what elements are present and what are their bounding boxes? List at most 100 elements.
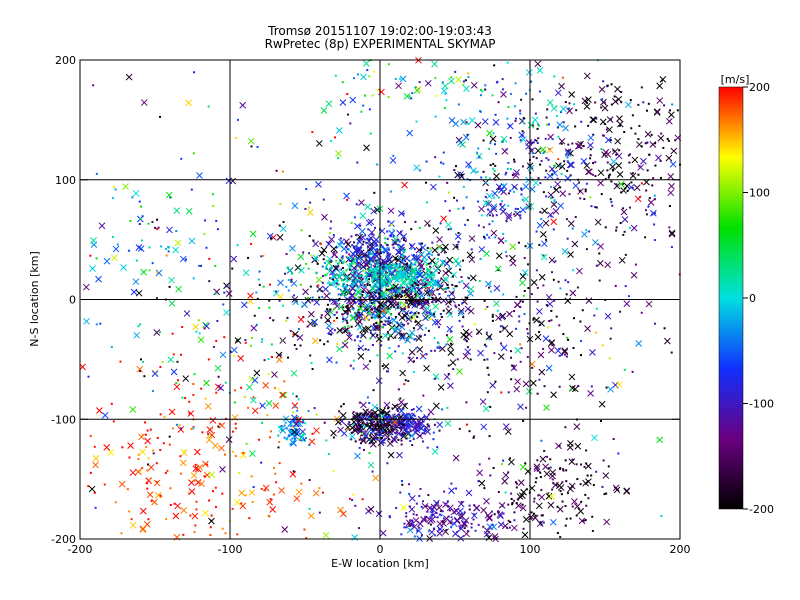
data-point-dot	[408, 264, 411, 267]
data-point-x	[447, 343, 454, 350]
data-point-dot	[400, 288, 403, 291]
data-point-dot	[399, 301, 402, 304]
data-point-dot	[539, 471, 542, 474]
data-point-x	[272, 402, 280, 409]
data-point-dot	[258, 283, 261, 286]
data-point-dot	[396, 268, 399, 271]
data-point-dot	[416, 529, 419, 532]
data-point-x	[349, 250, 357, 258]
data-point-dot	[409, 282, 412, 285]
data-point-dot	[437, 342, 440, 345]
data-point-dot	[421, 302, 424, 305]
data-point-dot	[357, 420, 360, 423]
data-point-dot	[353, 417, 356, 420]
data-point-dot	[590, 474, 593, 477]
data-point-dot	[383, 431, 386, 434]
data-point-x	[447, 382, 454, 390]
data-point-dot	[403, 383, 406, 386]
data-point-x	[634, 195, 642, 203]
data-point-x	[466, 251, 474, 259]
data-point-dot	[316, 262, 319, 265]
data-point-dot	[426, 423, 429, 426]
data-point-dot	[536, 459, 539, 462]
data-point-dot	[383, 319, 386, 322]
data-point-dot	[418, 494, 421, 497]
data-point-dot	[437, 285, 440, 288]
data-point-dot	[449, 300, 452, 303]
data-point-dot	[515, 481, 518, 484]
data-point-dot	[457, 103, 460, 106]
data-point-x	[279, 391, 286, 399]
data-point-dot	[287, 434, 290, 437]
data-point-dot	[408, 95, 411, 98]
data-point-dot	[590, 205, 593, 208]
data-point-dot	[400, 308, 403, 311]
data-point-dot	[594, 175, 597, 178]
data-point-dot	[267, 514, 270, 517]
data-point-dot	[472, 518, 475, 521]
data-point-x	[237, 354, 245, 362]
data-point-x	[445, 221, 452, 229]
data-point-dot	[401, 323, 404, 326]
data-point-x	[517, 403, 524, 411]
data-point-x	[331, 251, 339, 259]
data-point-dot	[404, 424, 407, 427]
data-point-dot	[434, 284, 437, 287]
data-point-dot	[353, 241, 356, 244]
data-point-dot	[350, 221, 353, 224]
data-point-dot	[430, 271, 433, 274]
data-point-dot	[324, 274, 327, 277]
data-point-dot	[442, 260, 445, 263]
data-point-x	[247, 137, 255, 145]
data-point-dot	[600, 420, 603, 423]
data-point-dot	[403, 526, 406, 529]
data-point-dot	[536, 392, 539, 395]
data-point-x	[443, 260, 451, 267]
data-point-dot	[609, 337, 612, 340]
data-point-dot	[180, 427, 183, 430]
data-point-dot	[644, 236, 647, 239]
data-point-x	[419, 302, 426, 310]
data-point-dot	[244, 494, 247, 497]
data-point-x	[493, 300, 500, 307]
data-point-dot	[380, 252, 383, 255]
data-point-dot	[585, 248, 588, 251]
data-point-dot	[476, 170, 479, 173]
data-point-dot	[148, 478, 151, 481]
data-point-dot	[345, 305, 348, 308]
data-point-dot	[203, 475, 206, 478]
data-point-dot	[366, 69, 369, 72]
data-point-dot	[352, 359, 355, 362]
data-point-dot	[640, 311, 643, 314]
data-point-dot	[414, 337, 417, 340]
data-point-dot	[484, 308, 487, 311]
data-point-dot	[526, 263, 529, 266]
data-point-dot	[387, 338, 390, 341]
data-point-dot	[406, 422, 409, 425]
data-point-dot	[458, 281, 461, 284]
data-point-dot	[640, 182, 643, 185]
data-point-x	[262, 484, 270, 492]
data-point-x	[500, 135, 508, 143]
data-point-dot	[537, 494, 540, 497]
data-point-dot	[565, 517, 568, 520]
data-point-x	[312, 489, 320, 497]
data-point-dot	[152, 452, 155, 455]
data-point-x	[167, 356, 175, 363]
data-point-x	[429, 310, 437, 318]
data-point-dot	[376, 163, 379, 166]
data-point-dot	[261, 338, 264, 341]
data-point-x	[522, 195, 530, 203]
data-point-x	[468, 235, 476, 242]
data-point-dot	[305, 537, 308, 540]
data-point-dot	[394, 77, 397, 80]
data-point-dot	[572, 269, 575, 272]
data-point-dot	[314, 258, 317, 261]
data-point-dot	[534, 112, 537, 115]
data-point-dot	[349, 364, 352, 367]
data-point-dot	[277, 426, 280, 429]
data-point-x	[375, 427, 383, 435]
data-point-dot	[350, 235, 353, 238]
data-point-x	[668, 111, 675, 119]
data-point-dot	[433, 423, 436, 426]
